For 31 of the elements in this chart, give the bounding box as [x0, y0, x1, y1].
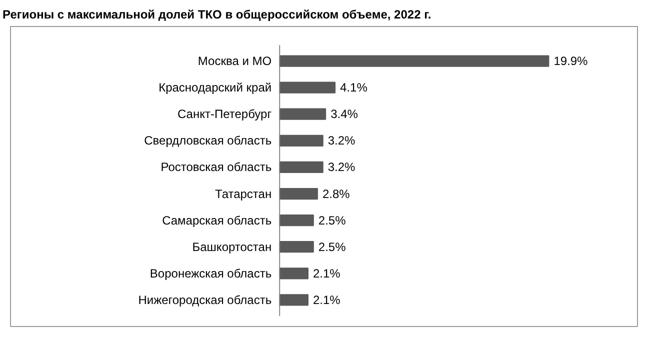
bar [279, 268, 308, 280]
data-label: 19.9% [554, 54, 588, 68]
bar [279, 214, 314, 226]
y-tick-label: Самарская область [162, 213, 272, 228]
y-tick-label: Краснодарский край [158, 80, 272, 95]
bar [279, 161, 324, 174]
data-label: 2.5% [318, 213, 346, 228]
y-tick-label: Москва и МО [198, 54, 272, 68]
data-label: 3.2% [328, 134, 356, 148]
bar [279, 294, 308, 306]
data-label: 3.4% [330, 107, 358, 122]
chart-title: Регионы с максимальной долей ТКО в общероссийском объеме, 2022 г. [2, 8, 432, 22]
bar [279, 55, 550, 67]
y-tick-label: Татарстан [215, 186, 272, 201]
data-label: 4.1% [340, 80, 368, 95]
data-label: 2.1% [312, 292, 341, 307]
y-tick-label: Свердловская область [144, 134, 272, 148]
bar [279, 82, 336, 94]
y-tick-label: Воронежская область [150, 266, 272, 280]
data-label: 2.8% [322, 186, 350, 201]
data-label: 2.1% [312, 266, 341, 280]
y-tick-label: Ростовская область [160, 160, 272, 174]
y-tick-label: Башкортостан [192, 240, 272, 254]
bar [279, 241, 314, 253]
y-tick-label: Санкт-Петербург [177, 107, 272, 122]
bar [279, 108, 326, 120]
y-tick-label: Нижегородская область [138, 292, 272, 307]
data-label: 3.2% [328, 160, 356, 174]
data-label: 2.5% [318, 240, 346, 254]
bar [279, 134, 324, 146]
bar [279, 188, 318, 200]
